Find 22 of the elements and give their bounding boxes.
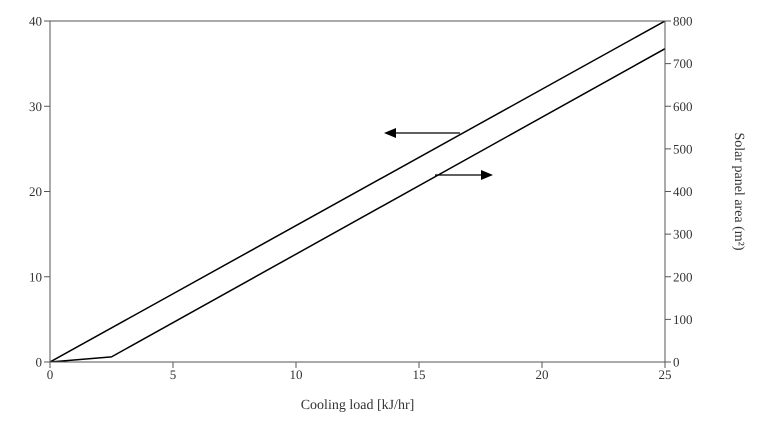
y-tick-label: 40 bbox=[29, 14, 42, 29]
y-tick-label: 10 bbox=[29, 269, 42, 284]
y-tick-label: 30 bbox=[29, 98, 42, 114]
y2-tick-label: 300 bbox=[673, 226, 692, 242]
y2-tick-label: 200 bbox=[673, 269, 692, 284]
y2-axis-title: Solar panel area (m²) bbox=[731, 132, 746, 251]
y2-tick-label: 600 bbox=[673, 98, 692, 114]
x-tick-label: 5 bbox=[170, 367, 176, 382]
y-tick-label: 20 bbox=[29, 184, 42, 200]
y-tick-label: 0 bbox=[36, 354, 42, 370]
x-axis-title: Cooling load [kJ/hr] bbox=[300, 398, 414, 413]
y2-tick-label: 500 bbox=[673, 141, 692, 156]
y2-tick-label: 400 bbox=[673, 184, 692, 200]
x-tick-label: 25 bbox=[658, 367, 672, 382]
x-tick-label: 15 bbox=[412, 367, 426, 382]
y2-tick-label: 700 bbox=[673, 56, 692, 72]
x-tick-label: 0 bbox=[46, 367, 54, 382]
x-tick-label: 10 bbox=[290, 367, 302, 382]
x-tick-label: 20 bbox=[536, 367, 548, 382]
y2-tick-label: 100 bbox=[673, 312, 692, 327]
y2-tick-label: 0 bbox=[673, 354, 680, 370]
y2-tick-label: 800 bbox=[673, 14, 692, 29]
